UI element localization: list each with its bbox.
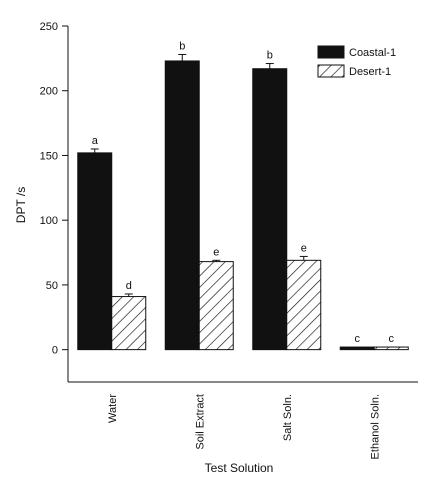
bar-desert-1 <box>373 346 409 351</box>
y-tick-label: 250 <box>40 21 58 33</box>
significance-label: b <box>179 40 185 52</box>
y-tick-label: 50 <box>46 280 58 292</box>
bar-desert-1 <box>286 259 322 351</box>
bar-coastal-1 <box>77 152 113 351</box>
y-tick-label: 200 <box>40 86 58 98</box>
significance-label: b <box>267 50 273 62</box>
bar-desert-1 <box>198 261 234 351</box>
bar-coastal-1 <box>252 68 288 351</box>
x-axis-label: Test Solution <box>205 461 274 475</box>
y-tick-label: 100 <box>40 215 58 227</box>
legend: Coastal-1 Desert-1 <box>317 45 396 78</box>
significance-label: a <box>92 135 99 147</box>
legend-swatch <box>317 45 345 59</box>
x-tick-label: Salt Soln. <box>282 394 294 441</box>
y-tick-label: 0 <box>52 345 58 357</box>
significance-label: e <box>213 246 219 258</box>
x-tick-label: Soil Extract <box>194 394 206 450</box>
x-tick-label: Water <box>107 394 119 423</box>
bar-coastal-1 <box>164 60 200 351</box>
significance-label: c <box>355 333 361 345</box>
bar-desert-1 <box>111 296 147 351</box>
legend-label: Coastal-1 <box>349 47 396 59</box>
y-axis-label: DPT /s <box>14 187 28 223</box>
x-tick-label: Ethanol Soln. <box>369 394 381 459</box>
bar-coastal-1 <box>339 346 375 351</box>
significance-label: e <box>301 242 307 254</box>
y-tick-label: 150 <box>40 150 58 162</box>
legend-swatch <box>317 64 345 78</box>
legend-label: Desert-1 <box>349 66 391 78</box>
significance-label: d <box>126 280 132 292</box>
plot-area: 0 50 100 150 200 250 a d Water b e Soil Extract b e Sa… <box>40 21 418 459</box>
significance-label: c <box>389 333 395 345</box>
